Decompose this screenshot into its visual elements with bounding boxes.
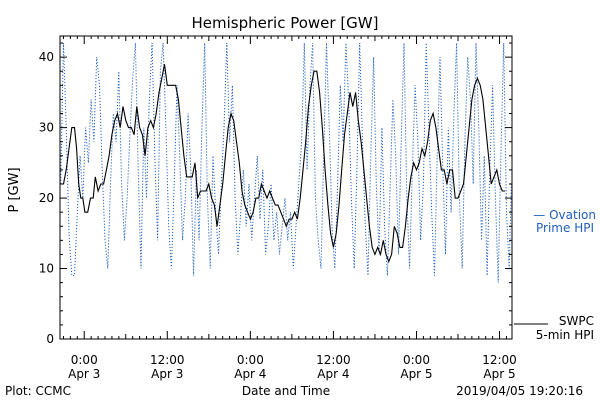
x-tick-date-label: Apr 3 bbox=[68, 367, 100, 381]
plot-area bbox=[60, 42, 512, 283]
x-tick-time-label: 12:00 bbox=[482, 353, 517, 367]
y-tick-label: 10 bbox=[39, 262, 54, 276]
footer-timestamp: 2019/04/05 19:20:16 bbox=[456, 384, 583, 398]
chart-title: Hemispheric Power [GW] bbox=[192, 14, 379, 32]
plot-frame bbox=[59, 35, 513, 340]
legend-swpc: SWPC 5-min HPI bbox=[514, 314, 594, 342]
legend-ovation-line2: Prime HPI bbox=[536, 221, 594, 235]
x-tick-date-label: Apr 4 bbox=[317, 367, 349, 381]
x-tick-date-label: Apr 5 bbox=[400, 367, 432, 381]
y-tick-label: 40 bbox=[39, 50, 54, 64]
x-tick-date-label: Apr 4 bbox=[234, 367, 266, 381]
footer-plot-credit: Plot: CCMC bbox=[5, 384, 71, 398]
y-axis-label: P [GW] bbox=[7, 167, 22, 212]
legend-ovation-line1: — Ovation bbox=[533, 208, 596, 222]
x-tick-time-label: 12:00 bbox=[316, 353, 351, 367]
x-tick-time-label: 0:00 bbox=[71, 353, 98, 367]
x-tick-date-label: Apr 3 bbox=[151, 367, 183, 381]
y-tick-label: 20 bbox=[39, 191, 54, 205]
series-layer bbox=[60, 42, 512, 283]
legend-ovation: — Ovation Prime HPI bbox=[533, 208, 596, 235]
y-tick-label: 30 bbox=[39, 121, 54, 135]
y-axis: 0 10 20 30 40 bbox=[39, 42, 512, 346]
legend-swpc-line2: 5-min HPI bbox=[536, 328, 594, 342]
x-tick-date-label: Apr 5 bbox=[483, 367, 515, 381]
legend-swpc-line1: SWPC bbox=[559, 314, 594, 328]
x-axis-label: Date and Time bbox=[242, 384, 330, 398]
x-tick-time-label: 12:00 bbox=[150, 353, 185, 367]
series-swpc-5min-hpi bbox=[60, 64, 506, 263]
series-ovation-prime-hpi bbox=[60, 42, 512, 283]
x-tick-time-label: 0:00 bbox=[237, 353, 264, 367]
y-tick-label: 0 bbox=[46, 332, 54, 346]
x-tick-time-label: 0:00 bbox=[403, 353, 430, 367]
